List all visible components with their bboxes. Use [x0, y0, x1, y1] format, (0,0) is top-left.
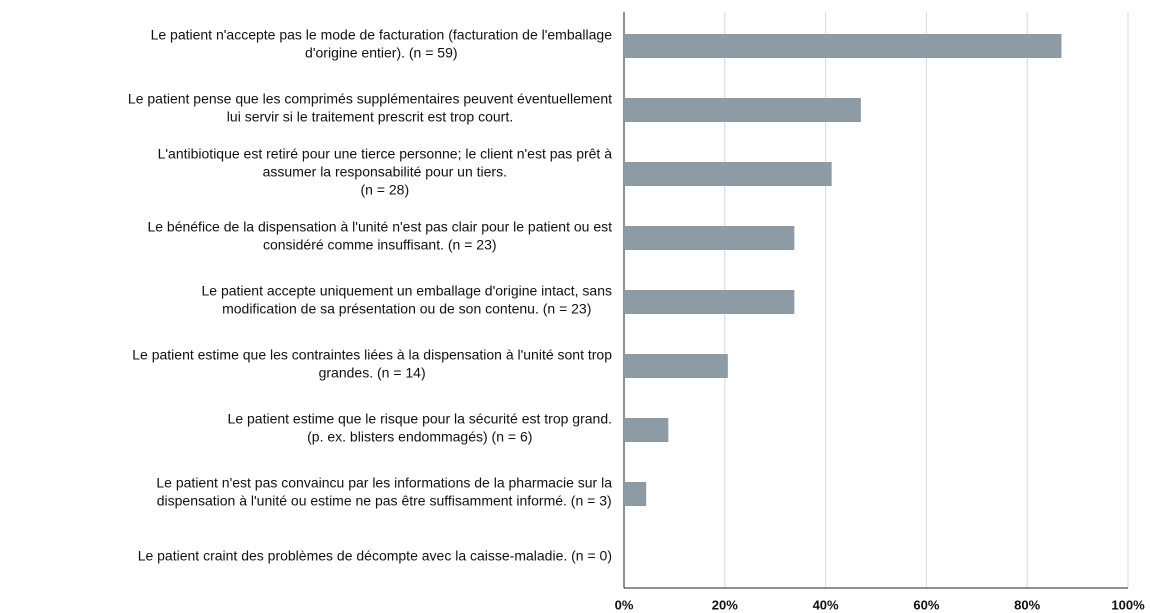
x-tick-label: 20% [712, 597, 738, 612]
y-tick-label: grandes. (n = 14) [319, 365, 426, 381]
y-tick-label: Le patient accepte uniquement un emballa… [201, 283, 612, 299]
y-tick-label: dispensation à l'unité ou estime ne pas … [157, 493, 612, 509]
x-tick-label: 80% [1014, 597, 1040, 612]
y-tick-label: d'origine entier). (n = 59) [305, 45, 457, 61]
x-tick-label: 100% [1111, 597, 1145, 612]
y-tick-label: (p. ex. blisters endommagés) (n = 6) [307, 429, 532, 445]
y-tick-label: Le patient estime que les contraintes li… [132, 347, 612, 363]
y-tick-label: Le patient n'est pas convaincu par les i… [156, 475, 612, 491]
x-tick-label: 40% [813, 597, 839, 612]
y-tick-label: lui servir si le traitement prescrit est… [227, 109, 513, 125]
y-tick-label: Le patient estime que le risque pour la … [228, 411, 612, 427]
y-tick-label: modification de sa présentation ou de so… [222, 301, 591, 317]
y-tick-label: assumer la responsabilité pour un tiers. [263, 164, 507, 180]
bar [624, 226, 795, 250]
bar [624, 98, 861, 122]
bar [624, 162, 832, 186]
y-tick-label: Le patient n'accepte pas le mode de fact… [151, 27, 613, 43]
y-tick-label: Le bénéfice de la dispensation à l'unité… [147, 219, 612, 235]
y-tick-label: L'antibiotique est retiré pour une tierc… [158, 146, 613, 162]
bar [624, 418, 669, 442]
bar [624, 482, 647, 506]
bar [624, 34, 1062, 58]
x-tick-label: 60% [913, 597, 939, 612]
x-tick-label: 0% [615, 597, 634, 612]
y-tick-label: considéré comme insuffisant. (n = 23) [263, 237, 497, 253]
y-tick-label: Le patient craint des problèmes de décom… [138, 548, 612, 564]
y-tick-label: (n = 28) [360, 182, 409, 198]
bar [624, 354, 728, 378]
y-tick-label: Le patient pense que les comprimés suppl… [128, 91, 612, 107]
bar [624, 290, 795, 314]
